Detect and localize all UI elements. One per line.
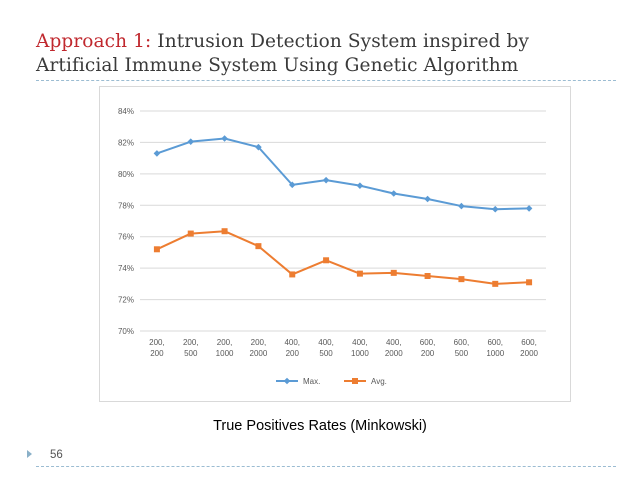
y-axis-ticks: 70% 72% 74% 76% 78% 80% 82% 84% xyxy=(118,107,134,336)
data-point-avg xyxy=(255,243,262,250)
legend: Max. Avg. xyxy=(276,377,387,386)
title-accent: Approach 1: xyxy=(36,31,152,52)
x-tick-label: 200, 1000 xyxy=(216,338,234,358)
data-point-max xyxy=(221,135,228,142)
x-tick-label-line: 500 xyxy=(184,349,198,358)
x-tick-label-line: 1000 xyxy=(216,349,234,358)
legend-label-avg: Avg. xyxy=(371,377,387,386)
legend-label-max: Max. xyxy=(303,377,320,386)
x-tick-label-line: 400, xyxy=(318,338,334,347)
series-line-max xyxy=(156,137,530,211)
x-tick-label-line: 400, xyxy=(284,338,300,347)
data-point-avg xyxy=(187,230,194,237)
y-tick-label: 78% xyxy=(118,201,134,210)
data-point-max xyxy=(424,195,431,203)
data-point-max xyxy=(153,150,161,157)
series-group xyxy=(153,135,533,287)
page-number: 56 xyxy=(50,449,63,461)
x-tick-label-line: 200 xyxy=(150,349,164,358)
x-tick-label: 600, 500 xyxy=(454,338,470,358)
x-tick-label-line: 600, xyxy=(487,338,503,347)
legend-marker-max xyxy=(283,377,291,385)
x-tick-label-line: 1000 xyxy=(486,349,504,358)
data-point-max xyxy=(288,181,296,189)
data-point-avg xyxy=(492,280,499,287)
x-tick-label-line: 2000 xyxy=(250,349,268,358)
x-tick-label-line: 500 xyxy=(455,349,469,358)
y-tick-label: 72% xyxy=(118,296,134,305)
legend-marker-avg xyxy=(352,378,358,384)
data-point-max xyxy=(491,205,499,213)
data-point-avg xyxy=(526,279,533,286)
y-tick-label: 70% xyxy=(118,327,134,336)
data-point-max xyxy=(390,190,398,197)
x-tick-label: 400, 1000 xyxy=(351,338,369,358)
x-tick-label-line: 1000 xyxy=(351,349,369,358)
y-tick-label: 80% xyxy=(118,170,134,179)
x-tick-label-line: 400, xyxy=(386,338,402,347)
x-tick-label-line: 400, xyxy=(352,338,368,347)
chart-caption: True Positives Rates (Minkowski) xyxy=(213,418,427,434)
data-point-max xyxy=(525,205,533,212)
y-tick-label: 76% xyxy=(118,233,134,242)
x-tick-label-line: 600, xyxy=(420,338,436,347)
x-tick-label-line: 200, xyxy=(149,338,165,347)
x-tick-label: 400, 200 xyxy=(284,338,300,358)
x-tick-label: 400, 500 xyxy=(318,338,334,358)
x-tick-label-line: 200, xyxy=(251,338,267,347)
x-tick-label-line: 200, xyxy=(217,338,233,347)
data-point-avg xyxy=(289,271,296,278)
footer-divider xyxy=(36,466,616,467)
x-tick-label-line: 2000 xyxy=(520,349,538,358)
x-tick-label: 400, 2000 xyxy=(385,338,403,358)
data-point-avg xyxy=(458,276,465,283)
slide-title: Approach 1: Intrusion Detection System i… xyxy=(36,30,616,78)
data-point-max xyxy=(458,202,465,210)
x-tick-label: 200, 2000 xyxy=(250,338,268,358)
title-divider xyxy=(36,80,616,81)
data-point-max xyxy=(187,138,195,145)
data-point-avg xyxy=(390,269,397,276)
series-line-avg xyxy=(156,230,530,285)
x-tick-label: 600, 1000 xyxy=(486,338,504,358)
data-point-avg xyxy=(323,257,330,264)
x-tick-label-line: 500 xyxy=(319,349,333,358)
bullet-triangle-icon xyxy=(27,450,32,458)
x-tick-label-line: 200 xyxy=(421,349,435,358)
x-tick-label: 200, 500 xyxy=(183,338,199,358)
x-tick-label-line: 200 xyxy=(286,349,300,358)
x-tick-label-line: 2000 xyxy=(385,349,403,358)
y-tick-label: 84% xyxy=(118,107,134,116)
x-tick-label-line: 600, xyxy=(454,338,470,347)
x-tick-label: 600, 200 xyxy=(420,338,436,358)
data-point-avg xyxy=(356,270,363,277)
y-tick-label: 82% xyxy=(118,138,134,147)
title-line-1: Intrusion Detection System inspired by xyxy=(151,31,529,52)
title-line-2: Artificial Immune System Using Genetic A… xyxy=(36,55,519,76)
x-tick-label-line: 200, xyxy=(183,338,199,347)
data-point-avg xyxy=(221,228,228,235)
x-tick-label: 200, 200 xyxy=(149,338,165,358)
chart-figure: 70% 72% 74% 76% 78% 80% 82% 84% 200, 200 200, 500 2… xyxy=(99,86,571,402)
data-point-avg xyxy=(424,273,431,279)
data-point-max xyxy=(255,143,262,151)
data-point-max xyxy=(322,176,330,184)
x-tick-label-line: 600, xyxy=(521,338,537,347)
data-point-avg xyxy=(153,246,160,253)
gridlines xyxy=(140,110,546,332)
data-point-max xyxy=(356,182,364,189)
x-tick-label: 600, 2000 xyxy=(520,338,538,358)
y-tick-label: 74% xyxy=(118,264,134,273)
